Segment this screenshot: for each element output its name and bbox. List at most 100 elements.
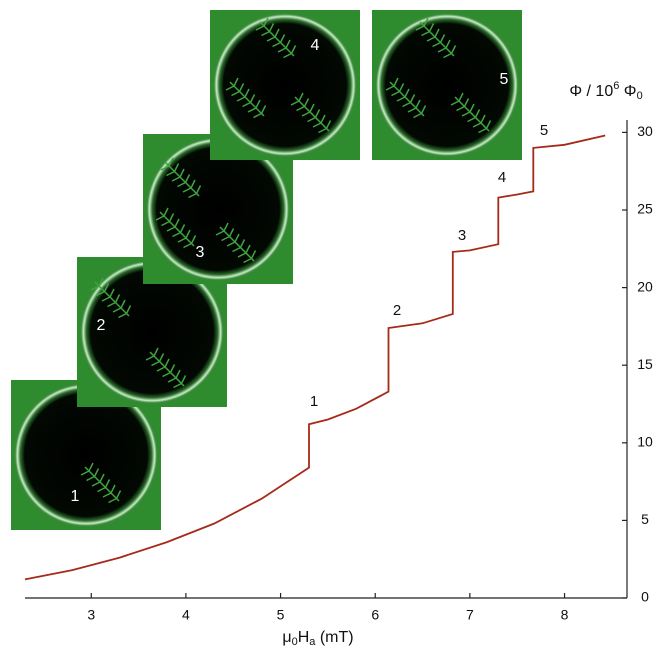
flux-line bbox=[24, 134, 606, 581]
dendrite-branch bbox=[402, 94, 416, 108]
y-tick-label: 10 bbox=[637, 434, 653, 450]
dendrite bbox=[290, 92, 332, 134]
dendrite-stem bbox=[229, 81, 265, 117]
dendrite-branch bbox=[385, 77, 399, 91]
dendrite-branch bbox=[231, 83, 245, 97]
dendrite-stem bbox=[94, 281, 130, 317]
inset-image: 4 bbox=[210, 10, 360, 160]
dendrite-branch bbox=[156, 358, 170, 372]
dendrite-branch bbox=[166, 218, 180, 232]
dendrite-stem bbox=[219, 226, 255, 262]
dendrite-branch bbox=[188, 185, 202, 199]
dendrite-branch bbox=[91, 473, 105, 487]
dendrite-branch bbox=[472, 114, 486, 128]
dendrite-branch bbox=[426, 28, 440, 42]
dendrite-branch bbox=[478, 120, 492, 134]
inset-label: 5 bbox=[500, 71, 509, 88]
dendrite-branch bbox=[450, 92, 464, 106]
y-tick-label: 15 bbox=[637, 356, 653, 372]
dendrite-branch bbox=[145, 347, 159, 361]
dendrite-branch bbox=[80, 462, 94, 476]
dendrite-branch bbox=[225, 77, 239, 91]
dendrite-branch bbox=[236, 88, 250, 102]
dendrite-branch bbox=[396, 88, 410, 102]
dendrite-branch bbox=[312, 114, 326, 128]
x-tick-label: 3 bbox=[87, 607, 95, 623]
dendrite-branch bbox=[415, 17, 429, 31]
dendrite-branch bbox=[221, 228, 235, 242]
dendrite-branch bbox=[173, 375, 187, 389]
dendrite-branch bbox=[253, 105, 267, 119]
x-tick-label: 6 bbox=[371, 607, 379, 623]
dendrite-branch bbox=[307, 109, 321, 123]
dendrite-branch bbox=[215, 222, 229, 236]
dendrite-branch bbox=[277, 39, 291, 53]
dendrite-branch bbox=[237, 244, 251, 258]
dendrite bbox=[215, 222, 257, 264]
inset-label: 2 bbox=[97, 317, 106, 334]
dendrite bbox=[155, 207, 197, 249]
dendrite-branch bbox=[118, 305, 132, 319]
dendrite-branch bbox=[160, 157, 174, 171]
y-tick-label: 20 bbox=[637, 278, 653, 294]
dendrite-branch bbox=[102, 484, 116, 498]
dendrite-branch bbox=[112, 299, 126, 313]
dendrite bbox=[385, 77, 427, 119]
dendrite bbox=[145, 347, 187, 389]
dendrite-branch bbox=[96, 283, 110, 297]
dendrite-branch bbox=[272, 34, 286, 48]
inset-label: 3 bbox=[196, 244, 205, 261]
dendrite-branch bbox=[107, 294, 121, 308]
step-label: 1 bbox=[310, 393, 318, 410]
dendrite-branch bbox=[283, 45, 297, 59]
dendrite bbox=[90, 277, 132, 319]
x-tick-label: 4 bbox=[182, 607, 190, 623]
dendrite-branch bbox=[421, 23, 435, 37]
dendrite-branch bbox=[90, 277, 104, 291]
dendrite-branch bbox=[247, 99, 261, 113]
dendrite-branch bbox=[301, 103, 315, 117]
x-tick-label: 7 bbox=[466, 607, 474, 623]
dendrite-branch bbox=[172, 224, 186, 238]
dendrite-branch bbox=[86, 468, 100, 482]
dendrite bbox=[415, 17, 457, 59]
inset-disk bbox=[13, 382, 159, 528]
dendrite-stem bbox=[389, 81, 425, 117]
y-axis-label: Φ / 106 Φ0 bbox=[569, 80, 642, 102]
y-tick-label: 25 bbox=[637, 201, 653, 217]
dendrite-branch bbox=[101, 288, 115, 302]
dendrite bbox=[450, 92, 492, 134]
x-tick-label: 5 bbox=[277, 607, 285, 623]
dendrite-branch bbox=[162, 364, 176, 378]
dendrite-branch bbox=[443, 45, 457, 59]
dendrite-stem bbox=[164, 161, 200, 197]
dendrite bbox=[255, 17, 297, 59]
dendrite-branch bbox=[467, 109, 481, 123]
dendrite-branch bbox=[183, 235, 197, 249]
dendrite-branch bbox=[461, 103, 475, 117]
dendrite-branch bbox=[318, 120, 332, 134]
dendrite-branch bbox=[182, 179, 196, 193]
dendrite-branch bbox=[437, 39, 451, 53]
dendrite-branch bbox=[296, 98, 310, 112]
dendrite-branch bbox=[407, 99, 421, 113]
dendrite-stem bbox=[259, 21, 295, 57]
dendrite-branch bbox=[391, 83, 405, 97]
y-tick-label: 5 bbox=[641, 511, 649, 527]
dendrite-stem bbox=[454, 96, 490, 132]
dendrite-branch bbox=[432, 34, 446, 48]
x-axis-label: μ0Ha (mT) bbox=[282, 629, 353, 648]
dendrite-branch bbox=[226, 233, 240, 247]
dendrite-stem bbox=[84, 466, 120, 502]
dendrite-branch bbox=[97, 479, 111, 493]
dendrite-branch bbox=[243, 250, 257, 264]
dendrite-stem bbox=[419, 21, 455, 57]
dendrite bbox=[160, 157, 202, 199]
dendrite-branch bbox=[155, 207, 169, 221]
dendrite-branch bbox=[161, 213, 175, 227]
inset-disk bbox=[79, 259, 225, 405]
x-tick-label: 8 bbox=[561, 607, 569, 623]
dendrite-stem bbox=[159, 211, 195, 247]
dendrite-branch bbox=[255, 17, 269, 31]
